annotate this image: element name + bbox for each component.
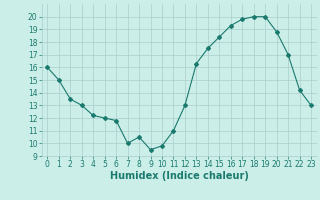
- X-axis label: Humidex (Indice chaleur): Humidex (Indice chaleur): [110, 171, 249, 181]
